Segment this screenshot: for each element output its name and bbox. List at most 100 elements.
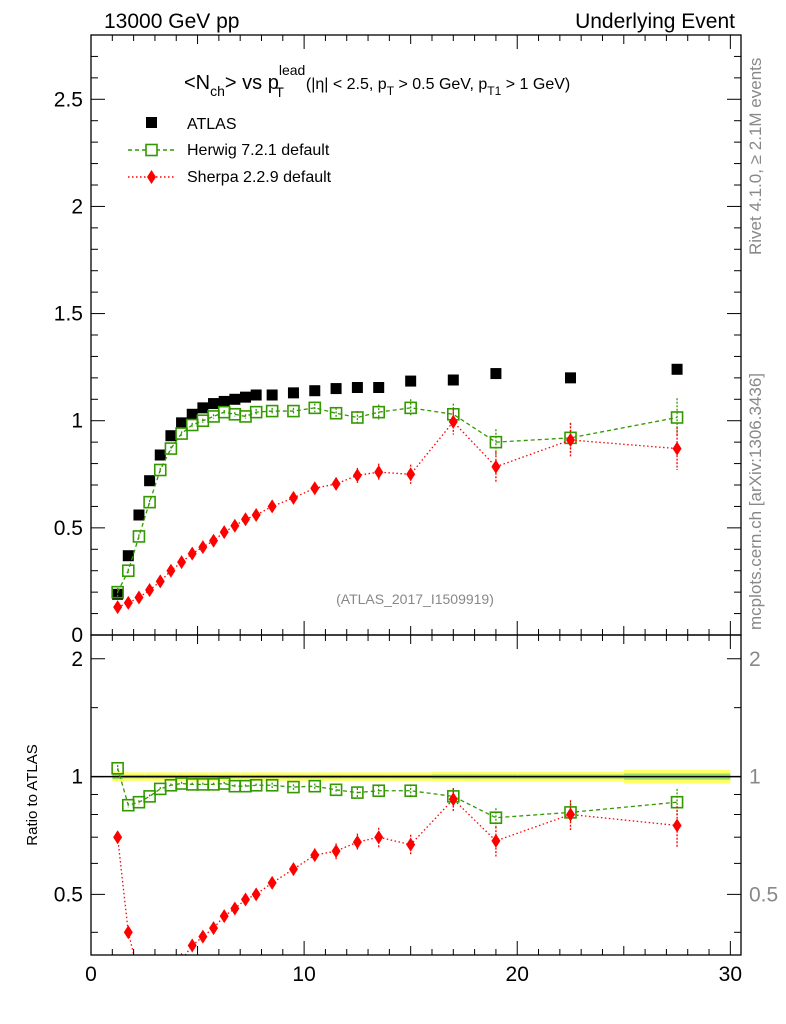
data-point: [372, 784, 386, 798]
data-point: [218, 395, 230, 407]
data-point: [672, 441, 682, 456]
title-cut-sub2: T1: [487, 84, 501, 98]
data-point: [134, 590, 144, 605]
data-point: [145, 583, 155, 597]
data-point: [374, 465, 384, 480]
data-point: [352, 835, 362, 850]
data-point: [287, 404, 300, 418]
data-point: [155, 574, 165, 589]
y-tick-label: 1.5: [54, 303, 83, 326]
y-tick-label-right: 0.5: [749, 883, 778, 906]
title-cut-close: > 1 GeV): [501, 76, 570, 93]
legend-label-sherpa: Sherpa 2.2.9 default: [187, 169, 332, 186]
data-point: [566, 807, 576, 822]
data-point: [372, 405, 386, 419]
data-point: [565, 372, 577, 384]
data-point: [309, 385, 321, 397]
data-point: [156, 974, 165, 988]
data-point: [351, 411, 364, 424]
data-point: [176, 417, 188, 429]
data-point: [447, 374, 459, 386]
legend: ATLAS Herwig 7.2.1 default Sherpa 2.2.9 …: [128, 116, 332, 186]
x-tick-label: 20: [506, 963, 529, 986]
data-point: [352, 468, 362, 483]
legend-label-herwig: Herwig 7.2.1 default: [187, 142, 330, 159]
data-point: [123, 595, 133, 610]
x-tick-label: 30: [719, 963, 742, 986]
data-point: [406, 467, 416, 482]
data-point: [329, 406, 343, 420]
data-point: [250, 389, 262, 401]
data-point: [111, 585, 124, 599]
data-point: [240, 391, 252, 403]
series-line: [116, 798, 678, 955]
data-point: [186, 408, 198, 420]
data-point: [134, 969, 143, 983]
rivet-label: Rivet 4.1.0, ≥ 2.1M events: [746, 58, 765, 255]
data-point: [265, 404, 279, 418]
data-point: [208, 398, 220, 410]
main-panel: 0 0.5 1 1.5 2 2.5: [54, 34, 742, 647]
data-point: [491, 833, 501, 848]
data-point: [154, 449, 166, 461]
data-point: [143, 790, 156, 803]
legend-marker-sherpa: [147, 170, 156, 184]
data-point: [671, 363, 683, 375]
data-point: [490, 368, 502, 380]
data-point: [288, 862, 298, 877]
ratio-panel: 0 10 20 30 0.5 0.5 1 1 2 2: [54, 634, 778, 994]
data-point: [230, 518, 240, 533]
data-point: [219, 909, 229, 924]
data-point: [187, 938, 197, 953]
y-tick-label: 1: [71, 766, 83, 789]
data-point: [122, 550, 134, 562]
data-point: [308, 779, 322, 793]
data-point: [153, 463, 167, 477]
data-point: [351, 382, 363, 393]
ratio-ylabel: Ratio to ATLAS: [24, 744, 41, 845]
data-point: [145, 980, 154, 994]
data-point: [267, 499, 277, 514]
data-point: [672, 818, 682, 833]
mcplots-label: mcplots.cern.ch [arXiv:1306.3436]: [746, 373, 765, 630]
data-point: [670, 411, 684, 424]
data-point: [374, 830, 384, 845]
series-2: [113, 408, 682, 615]
data-point: [112, 588, 124, 600]
y-tick-label: 0.5: [54, 517, 83, 540]
data-point: [267, 875, 277, 890]
data-point: [448, 792, 458, 807]
data-point: [132, 530, 146, 543]
data-point: [265, 778, 279, 792]
title-sub2: T: [275, 84, 284, 100]
data-point: [228, 407, 242, 421]
title-cut-mid: > 0.5 GeV, p: [394, 76, 487, 93]
data-point: [113, 830, 123, 845]
data-point: [164, 442, 178, 455]
data-point: [144, 475, 156, 487]
data-point: [230, 901, 240, 916]
data-point: [143, 495, 156, 509]
data-point: [491, 459, 501, 474]
data-point: [308, 401, 322, 415]
data-point: [310, 481, 320, 496]
data-point: [219, 525, 229, 540]
data-point: [249, 405, 263, 419]
data-point: [166, 563, 176, 578]
data-point: [175, 427, 188, 440]
y-tick-label-right: 1: [749, 766, 761, 789]
data-point: [197, 402, 209, 414]
series-line: [117, 420, 678, 608]
data-point: [287, 387, 299, 399]
series-1: [113, 787, 682, 994]
data-point: [187, 546, 197, 561]
data-point: [489, 811, 503, 825]
data-point: [405, 375, 417, 387]
data-point: [249, 778, 263, 792]
data-point: [489, 435, 503, 449]
data-point: [404, 401, 417, 415]
title-prefix: <N: [184, 72, 210, 94]
data-point: [113, 600, 123, 615]
data-point: [133, 509, 145, 521]
data-point: [198, 929, 208, 944]
